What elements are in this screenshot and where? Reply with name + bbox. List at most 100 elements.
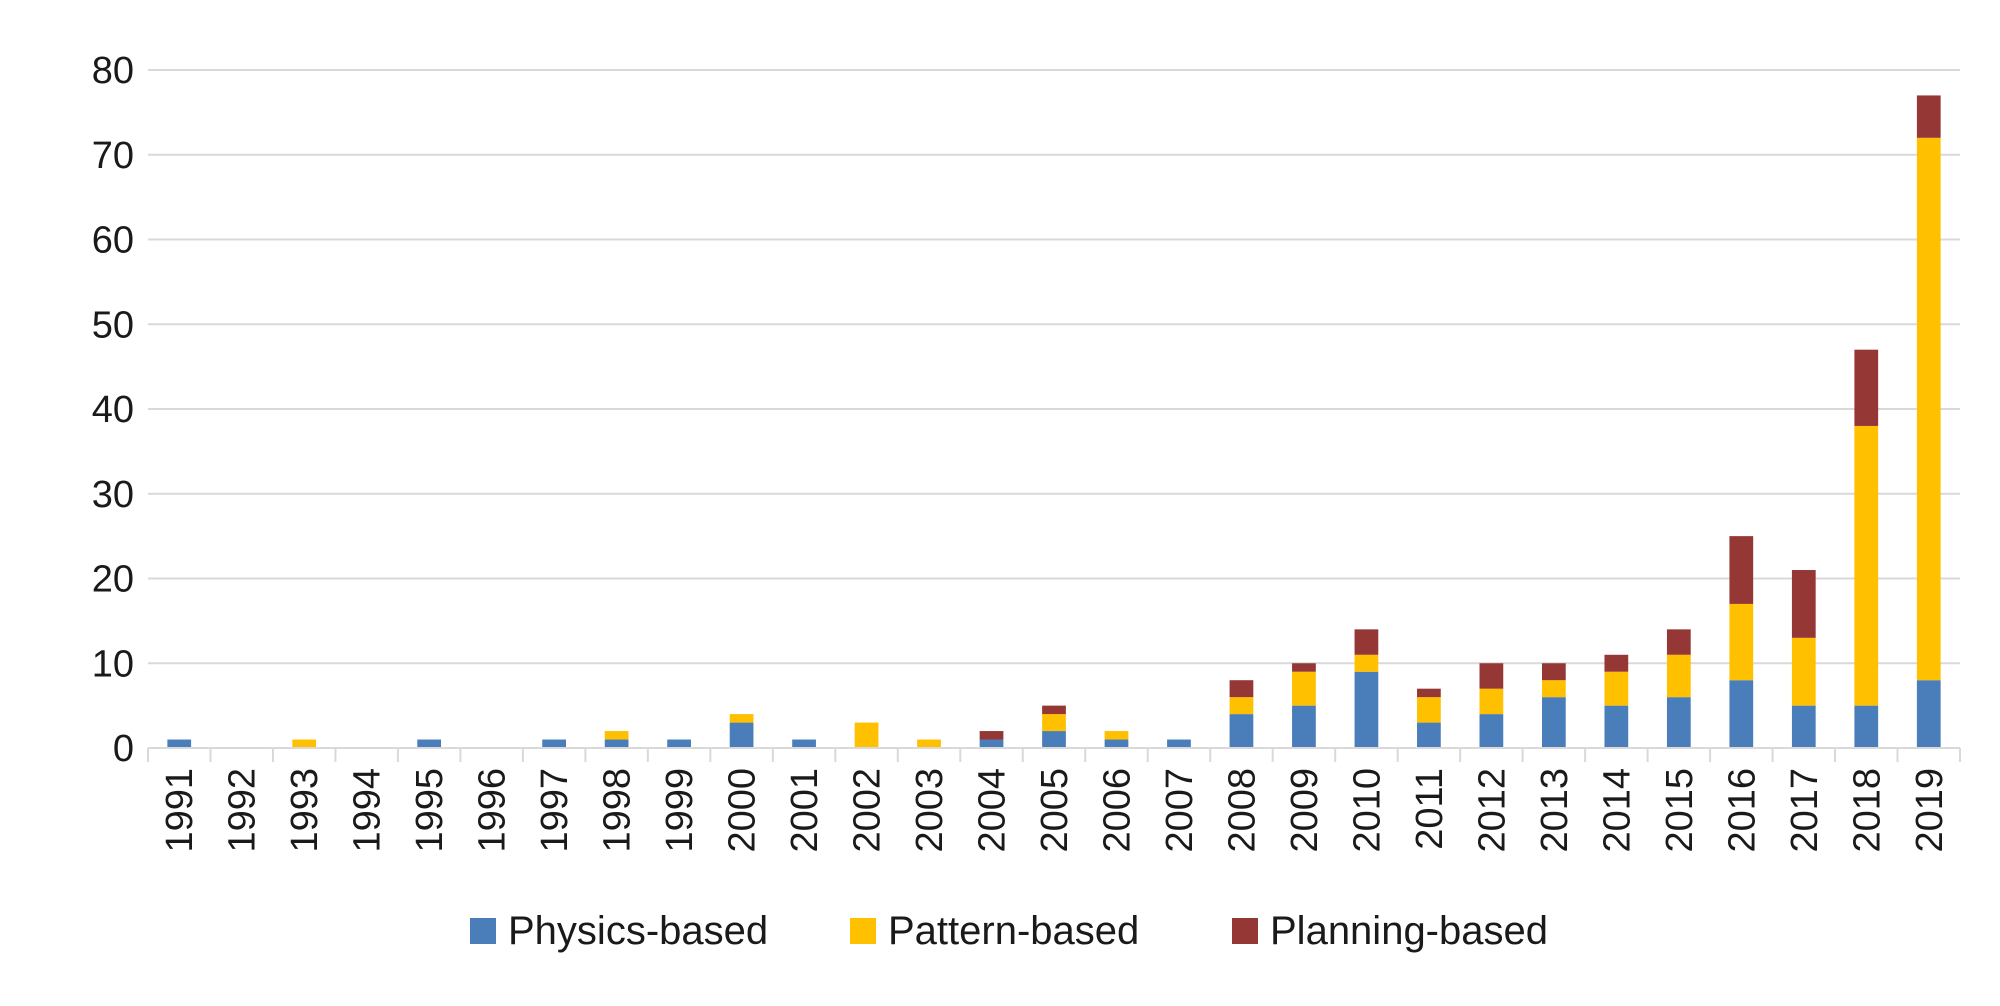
bar-segment (1916, 95, 1941, 138)
bar-segment (1854, 349, 1879, 426)
x-tick-label: 2007 (1159, 768, 1201, 853)
x-tick-label: 2002 (847, 768, 889, 853)
legend-swatch (470, 918, 496, 944)
bar-segment (1666, 629, 1691, 655)
x-tick-label: 1993 (284, 768, 326, 853)
bars (167, 95, 1941, 748)
bar-segment (1417, 722, 1441, 748)
bar-segment (1604, 705, 1629, 748)
bar-segment (917, 739, 941, 748)
bar-segment (604, 739, 629, 748)
bar-segment (1541, 697, 1566, 748)
x-tick-label: 2005 (1034, 768, 1076, 853)
bar-segment (792, 739, 816, 748)
bar-segment (1729, 603, 1754, 681)
bar-segment (1604, 671, 1629, 706)
bar-segment (729, 714, 754, 723)
bar-segment (1354, 629, 1379, 655)
bar-segment (1791, 570, 1816, 638)
legend-item: Physics-based (470, 909, 768, 953)
bar-segment (1729, 680, 1754, 748)
x-tick-label: 1994 (347, 768, 389, 853)
x-tick-label: 1992 (222, 768, 264, 853)
bar-segment (1354, 654, 1379, 672)
bar-segment (1229, 697, 1254, 715)
x-tick-label: 2011 (1409, 768, 1451, 850)
bar-segment (854, 722, 879, 748)
bar-segment (417, 739, 442, 748)
bar-segment (729, 722, 754, 748)
bar-segment (1479, 663, 1504, 689)
x-tick-label: 2015 (1659, 768, 1701, 853)
bar-segment (292, 739, 317, 748)
x-tick-label: 2010 (1346, 768, 1388, 853)
bar-segment (1167, 739, 1191, 748)
x-tick-label: 2006 (1096, 768, 1138, 853)
x-tick-label: 2016 (1721, 768, 1763, 853)
x-tick-label: 1999 (659, 768, 701, 853)
bar-segment (1666, 654, 1691, 698)
legend-label: Pattern-based (888, 909, 1139, 953)
x-tick-label: 2008 (1221, 768, 1263, 853)
bar-segment (1042, 714, 1066, 732)
bar-segment (1354, 671, 1379, 748)
bar-segment (1916, 137, 1941, 681)
bar-segment (1229, 680, 1254, 698)
bar-segment (604, 731, 629, 740)
bar-segment (1791, 637, 1816, 706)
bar-segment (1042, 705, 1066, 715)
bar-segment (1292, 671, 1316, 706)
x-tick-label: 2012 (1471, 768, 1513, 853)
y-tick-label: 30 (92, 474, 134, 516)
x-tick-label: 1995 (409, 768, 451, 853)
bar-segment (1479, 688, 1504, 715)
bar-segment (1042, 731, 1066, 748)
x-tick-label: 2018 (1846, 768, 1888, 853)
legend-swatch (1232, 918, 1258, 944)
bar-segment (1729, 536, 1754, 604)
legend-label: Physics-based (508, 909, 768, 953)
x-axis (147, 747, 1961, 762)
bar-segment (1854, 425, 1879, 706)
bar-segment (1541, 680, 1566, 698)
legend-label: Planning-based (1270, 909, 1548, 953)
bar-segment (167, 739, 192, 748)
x-tick-label: 2013 (1534, 768, 1576, 853)
bar-segment (979, 731, 1004, 740)
bar-segment (1292, 705, 1316, 748)
x-tick-label: 2019 (1909, 768, 1951, 853)
x-tick-label: 1996 (472, 768, 514, 853)
gridlines (148, 69, 1960, 665)
bar-segment (1916, 680, 1941, 748)
x-tick-label: 2000 (722, 768, 764, 853)
bar-segment (1104, 739, 1129, 748)
bar-segment (1541, 663, 1566, 681)
legend-swatch (850, 918, 876, 944)
y-tick-label: 60 (92, 220, 134, 262)
y-tick-label: 10 (92, 643, 134, 685)
bar-segment (542, 739, 567, 748)
x-tick-label: 2014 (1596, 768, 1638, 853)
y-axis-tick-labels: 0 10 20 30 40 50 60 70 80 (92, 50, 134, 770)
y-tick-label: 40 (92, 389, 134, 431)
y-tick-label: 80 (92, 50, 134, 92)
x-tick-label: 2017 (1784, 768, 1826, 853)
y-tick-label: 0 (113, 728, 134, 770)
bar-segment (979, 739, 1004, 748)
x-tick-label: 2003 (909, 768, 951, 853)
bar-segment (1417, 688, 1441, 698)
legend-item: Pattern-based (850, 909, 1139, 953)
x-axis-tick-labels: 1991 1992 1993 1994 1995 1996 1997 1998 1999 2000… (159, 768, 1951, 853)
bar-segment (1666, 697, 1691, 748)
bar-segment (1104, 731, 1129, 740)
y-tick-label: 70 (92, 135, 134, 177)
bar-segment (1292, 663, 1316, 672)
legend-item: Planning-based (1232, 909, 1548, 953)
x-tick-label: 2009 (1284, 768, 1326, 853)
x-tick-label: 2001 (784, 768, 826, 853)
y-tick-label: 20 (92, 559, 134, 601)
bar-segment (1791, 705, 1816, 748)
x-tick-label: 1998 (597, 768, 639, 853)
legend: Physics-based Pattern-based Planning-based (470, 909, 1548, 953)
